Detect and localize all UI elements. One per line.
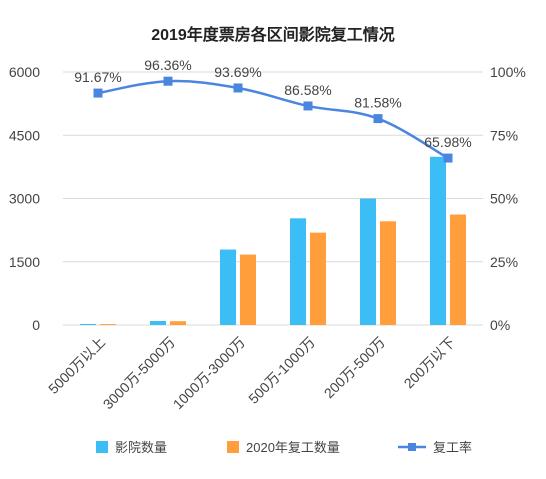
- bar-series: [80, 156, 466, 325]
- y-axis-left: 0 1500 3000 4500 6000: [9, 64, 40, 333]
- reopen-rate-marker: [93, 88, 103, 98]
- bar-cinemas: [80, 323, 96, 325]
- reopen-rate-line: [97, 79, 449, 160]
- legend-swatch: [96, 441, 108, 453]
- reopen-rate-label: 86.58%: [284, 82, 331, 98]
- bar-reopened: [170, 321, 186, 325]
- legend-label: 2020年复工数量: [246, 440, 340, 455]
- reopen-rate-label: 91.67%: [74, 69, 121, 85]
- bar-reopened: [240, 254, 256, 325]
- y-left-tick-label: 6000: [9, 64, 40, 80]
- y-right-tick-label: 100%: [490, 64, 526, 80]
- y-right-tick-label: 25%: [490, 254, 518, 270]
- legend: 影院数量 2020年复工数量 复工率: [96, 440, 472, 455]
- x-tick-label: 200万-500万: [321, 334, 388, 401]
- legend-label: 复工率: [433, 440, 472, 455]
- legend-marker: [408, 443, 416, 451]
- x-tick-label: 200万以下: [401, 334, 459, 392]
- y-right-tick-label: 75%: [490, 127, 518, 143]
- bar-cinemas: [220, 249, 236, 325]
- bar-reopened: [100, 324, 116, 325]
- y-right-tick-label: 50%: [490, 191, 518, 207]
- reopen-rate-marker: [443, 153, 453, 163]
- bar-cinemas: [290, 218, 306, 325]
- y-left-tick-label: 3000: [9, 191, 40, 207]
- x-tick-label: 3000万-5000万: [100, 334, 178, 412]
- reopen-rate-label: 93.69%: [214, 64, 261, 80]
- reopen-rate-label: 81.58%: [354, 95, 401, 111]
- y-axis-right: 0% 25% 50% 75% 100%: [490, 64, 526, 333]
- legend-label: 影院数量: [115, 440, 167, 455]
- reopen-rate-marker: [163, 76, 173, 86]
- x-tick-label: 1000万-3000万: [170, 334, 248, 412]
- reopen-rate-label: 65.98%: [424, 134, 471, 150]
- x-tick-label: 5000万以上: [45, 334, 108, 397]
- reopen-rate-marker: [233, 83, 243, 93]
- line-series: 91.67% 96.36% 93.69% 86.58% 81.58% 65.98%: [74, 57, 472, 163]
- chart-title: 2019年度票房各区间影院复工情况: [151, 25, 395, 44]
- bar-reopened: [310, 232, 326, 325]
- y-left-tick-label: 4500: [9, 127, 40, 143]
- bar-cinemas: [150, 320, 166, 325]
- bar-cinemas: [430, 156, 446, 325]
- reopen-rate-label: 96.36%: [144, 57, 191, 73]
- x-tick-label: 500万-1000万: [245, 334, 318, 407]
- bar-reopened: [380, 221, 396, 325]
- reopen-rate-marker: [373, 114, 383, 124]
- y-left-tick-label: 0: [32, 317, 40, 333]
- y-left-tick-label: 1500: [9, 254, 40, 270]
- legend-swatch: [227, 441, 239, 453]
- reopen-rate-marker: [303, 101, 313, 111]
- bar-cinemas: [360, 198, 376, 325]
- grid-lines: [63, 71, 483, 326]
- bar-reopened: [450, 214, 466, 325]
- y-right-tick-label: 0%: [490, 317, 510, 333]
